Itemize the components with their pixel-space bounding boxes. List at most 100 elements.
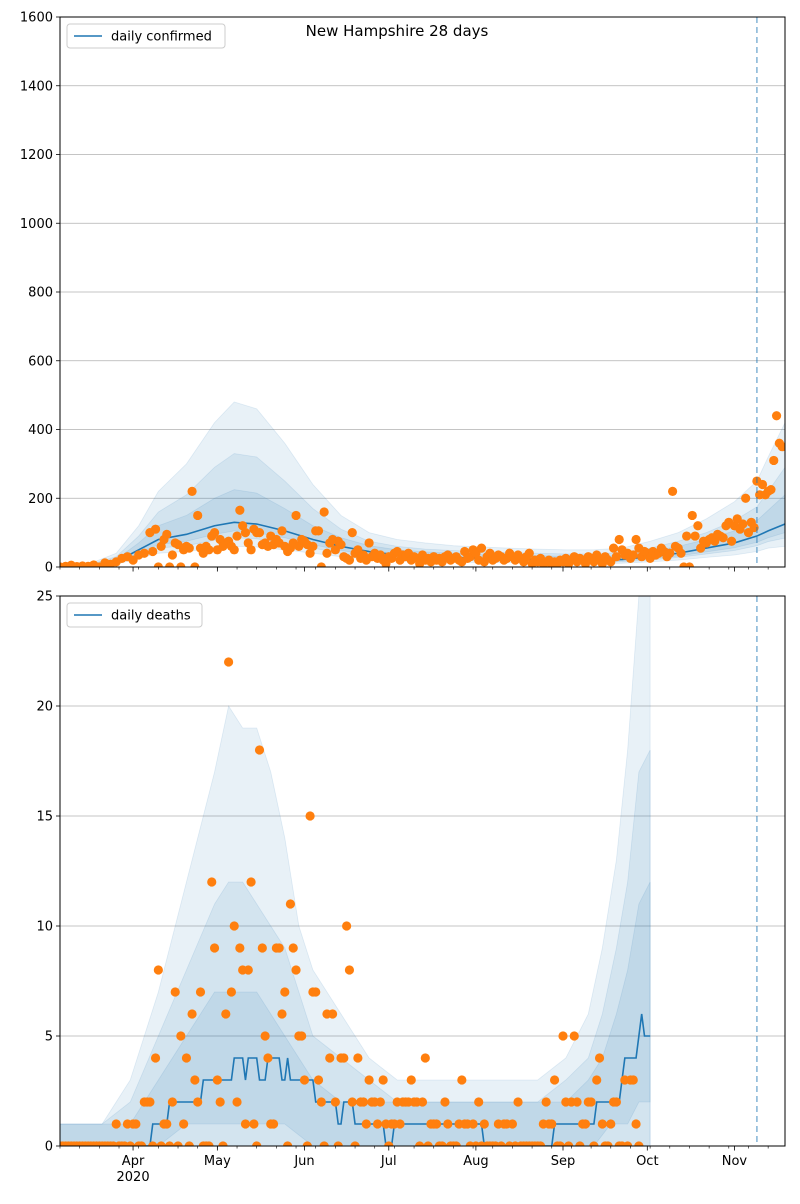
observed-point — [156, 1141, 166, 1146]
observed-point — [212, 1075, 222, 1085]
observed-point — [313, 1075, 324, 1085]
observed-point — [336, 540, 346, 550]
observed-point — [606, 1119, 616, 1129]
observed-point — [207, 877, 217, 887]
observed-point — [589, 1141, 599, 1146]
uncertainty-band-1 — [60, 596, 651, 1146]
observed-point — [243, 965, 253, 975]
observed-point — [311, 987, 321, 997]
observed-point — [423, 1141, 433, 1146]
observed-point — [358, 1097, 369, 1107]
x-tick-label: Aug — [463, 1154, 488, 1169]
observed-point — [457, 1075, 467, 1085]
observed-point — [319, 1141, 329, 1146]
observed-point — [288, 943, 298, 953]
observed-point — [297, 1031, 307, 1041]
observed-point — [690, 531, 700, 541]
observed-point — [316, 562, 326, 567]
y-tick-label: 600 — [28, 354, 53, 369]
observed-point — [575, 1141, 585, 1146]
observed-point — [221, 1009, 231, 1019]
confirmed-panel: 0 200 400 600 800 1000 1200 1400 1600 daily confi… — [20, 11, 786, 576]
observed-point — [153, 965, 163, 975]
plot-area — [60, 401, 785, 567]
observed-point — [319, 507, 329, 517]
observed-point — [179, 1119, 189, 1129]
observed-point — [193, 1097, 203, 1107]
observed-point — [232, 531, 242, 541]
observed-point — [229, 545, 239, 555]
x-tick-label: Sep — [551, 1154, 576, 1169]
legend-box — [66, 23, 226, 49]
observed-point — [684, 562, 695, 567]
legend-label: daily confirmed — [111, 30, 212, 45]
observed-point — [631, 1119, 641, 1129]
observed-point — [193, 510, 203, 521]
observed-point — [249, 1119, 259, 1129]
observed-point — [150, 524, 161, 534]
observed-point — [347, 528, 357, 538]
observed-point — [665, 548, 675, 558]
legend: daily confirmed — [66, 23, 226, 49]
observed-point — [437, 1141, 447, 1146]
observed-point — [285, 899, 296, 909]
observed-point — [608, 543, 619, 553]
observed-point — [260, 1031, 270, 1041]
observed-point — [316, 1097, 326, 1107]
observed-point — [305, 548, 315, 558]
observed-point — [741, 493, 751, 503]
x-tick-label: Oct — [636, 1154, 658, 1169]
observed-point — [327, 1009, 338, 1019]
observed-point — [153, 562, 163, 567]
observed-point — [479, 1119, 489, 1129]
observed-point — [215, 1097, 225, 1107]
x-tick-label: Nov — [722, 1154, 748, 1169]
legend-box — [66, 602, 203, 628]
observed-point — [176, 1031, 186, 1041]
observed-point — [232, 1097, 242, 1107]
observed-point — [594, 1053, 605, 1063]
y-tick-label: 1600 — [20, 11, 53, 26]
observed-point — [347, 1097, 357, 1107]
observed-point — [190, 562, 200, 567]
observed-point — [580, 1119, 591, 1129]
observed-point — [131, 1119, 141, 1129]
observed-point — [252, 1141, 262, 1146]
observed-point — [766, 485, 776, 495]
observed-point — [148, 546, 158, 557]
observed-point — [170, 987, 180, 997]
observed-point — [628, 550, 638, 560]
observed-point — [676, 548, 686, 558]
observed-point — [173, 1141, 183, 1146]
observed-point — [156, 541, 166, 551]
observed-point — [623, 1141, 633, 1146]
observed-point — [558, 1031, 568, 1041]
observed-point — [777, 442, 785, 452]
observed-point — [229, 921, 239, 931]
observed-point — [443, 1119, 453, 1129]
observed-point — [395, 1119, 405, 1129]
observed-point — [330, 1097, 340, 1107]
observed-point — [364, 1075, 374, 1085]
observed-point — [164, 1141, 175, 1146]
observed-point — [291, 510, 301, 521]
observed-point — [125, 1141, 135, 1146]
observed-point — [592, 1075, 602, 1085]
observed-point — [313, 526, 324, 536]
observed-point — [111, 1119, 121, 1129]
observed-point — [148, 1141, 158, 1146]
y-tick-label: 1400 — [20, 79, 53, 94]
observed-point — [611, 552, 621, 562]
observed-point — [771, 411, 782, 421]
observed-point — [246, 877, 256, 887]
observed-point — [240, 528, 251, 538]
observed-point — [572, 1097, 582, 1107]
observed-point — [667, 486, 678, 496]
observed-point — [569, 1031, 579, 1041]
observed-point — [280, 987, 290, 997]
observed-point — [184, 543, 194, 553]
y-tick-label: 25 — [36, 590, 53, 605]
observed-point — [342, 921, 352, 931]
observed-point — [614, 534, 624, 545]
